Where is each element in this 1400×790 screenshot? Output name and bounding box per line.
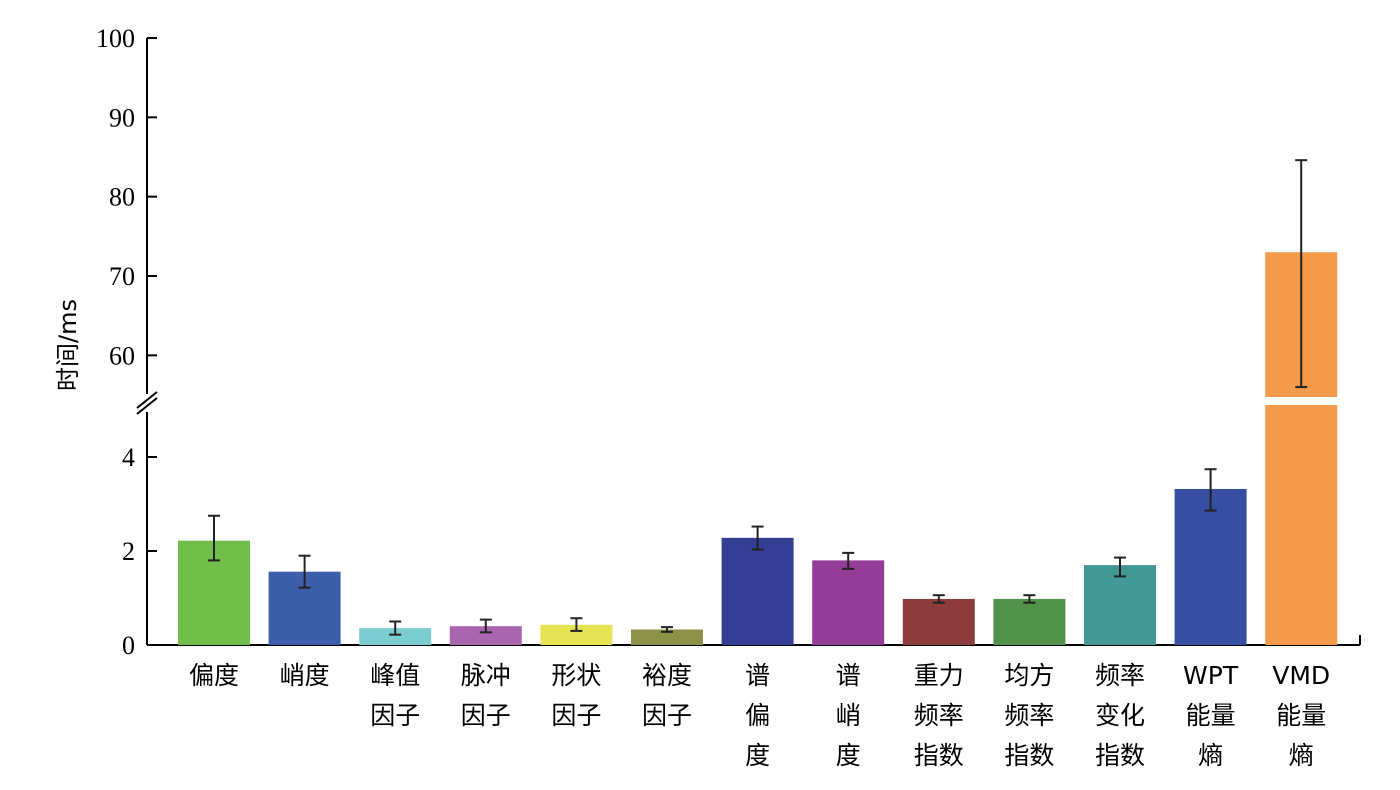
x-tick-label: 峭 [836, 701, 861, 730]
axis-break-mark [136, 397, 158, 415]
x-tick-label: WPT [1183, 661, 1239, 690]
y-tick-label: 4 [122, 443, 135, 472]
x-tick-label: 频率 [1095, 661, 1145, 690]
x-tick-label: 指数 [914, 741, 964, 770]
x-tick-label: 裕度 [642, 661, 692, 690]
error-bars [208, 159, 1308, 636]
x-tick-label: 均方 [1004, 661, 1054, 690]
x-tick-label: 频率 [914, 701, 964, 730]
x-tick-label: 变化 [1095, 701, 1145, 730]
y-axis-label: 时间/ms [54, 299, 82, 391]
bar [540, 624, 613, 645]
x-tick-label: 度 [836, 741, 861, 770]
bar [902, 598, 975, 645]
y-tick-label: 90 [109, 103, 135, 132]
x-tick-label: 形状 [551, 661, 601, 690]
bar [631, 629, 703, 645]
bar [1265, 405, 1338, 645]
bar [359, 628, 432, 645]
x-tick-label: 指数 [1004, 741, 1054, 770]
x-tick-label: 因子 [461, 701, 511, 730]
bar [993, 598, 1066, 645]
bars [178, 252, 1338, 645]
y-tick-label: 60 [109, 341, 135, 370]
x-tick-label: 指数 [1095, 741, 1145, 770]
bar [1084, 565, 1156, 645]
x-tick-label: 能量 [1186, 701, 1236, 730]
y-tick-label: 100 [96, 24, 135, 53]
x-tick-label: 度 [745, 741, 770, 770]
x-tick-label: 谱 [836, 661, 861, 690]
x-tick-label: 因子 [370, 701, 420, 730]
x-tick-label: 因子 [551, 701, 601, 730]
x-tick-label: 脉冲 [461, 661, 511, 690]
x-tick-label: 偏度 [189, 661, 239, 690]
y-tick-label: 70 [109, 262, 135, 291]
x-tick-label: 因子 [642, 701, 692, 730]
bar [1174, 488, 1247, 645]
x-tick-label: 熵 [1198, 741, 1223, 770]
y-tick-label: 0 [122, 631, 135, 660]
y-tick-label: 80 [109, 183, 135, 212]
x-tick-label: 重力 [914, 661, 964, 690]
bar [721, 537, 794, 645]
x-tick-label: 熵 [1289, 741, 1314, 770]
x-tick-label: VMD [1272, 661, 1330, 690]
x-tick-label: 谱 [745, 661, 770, 690]
x-tick-label: 峭度 [280, 661, 330, 690]
axis-break-mark [136, 391, 158, 409]
x-tick-label: 能量 [1276, 701, 1326, 730]
bar [449, 626, 522, 645]
x-tick-label: 偏 [745, 701, 770, 730]
y-tick-label: 2 [122, 537, 135, 566]
x-tick-label: 峰值 [370, 661, 420, 690]
bar [812, 560, 885, 645]
x-tick-label: 频率 [1004, 701, 1054, 730]
labels: 偏度 峭度 峰值因子脉冲因子形状因子裕度因子谱偏度谱峭度重力频率指数均方频率指数频率… [189, 661, 1330, 770]
